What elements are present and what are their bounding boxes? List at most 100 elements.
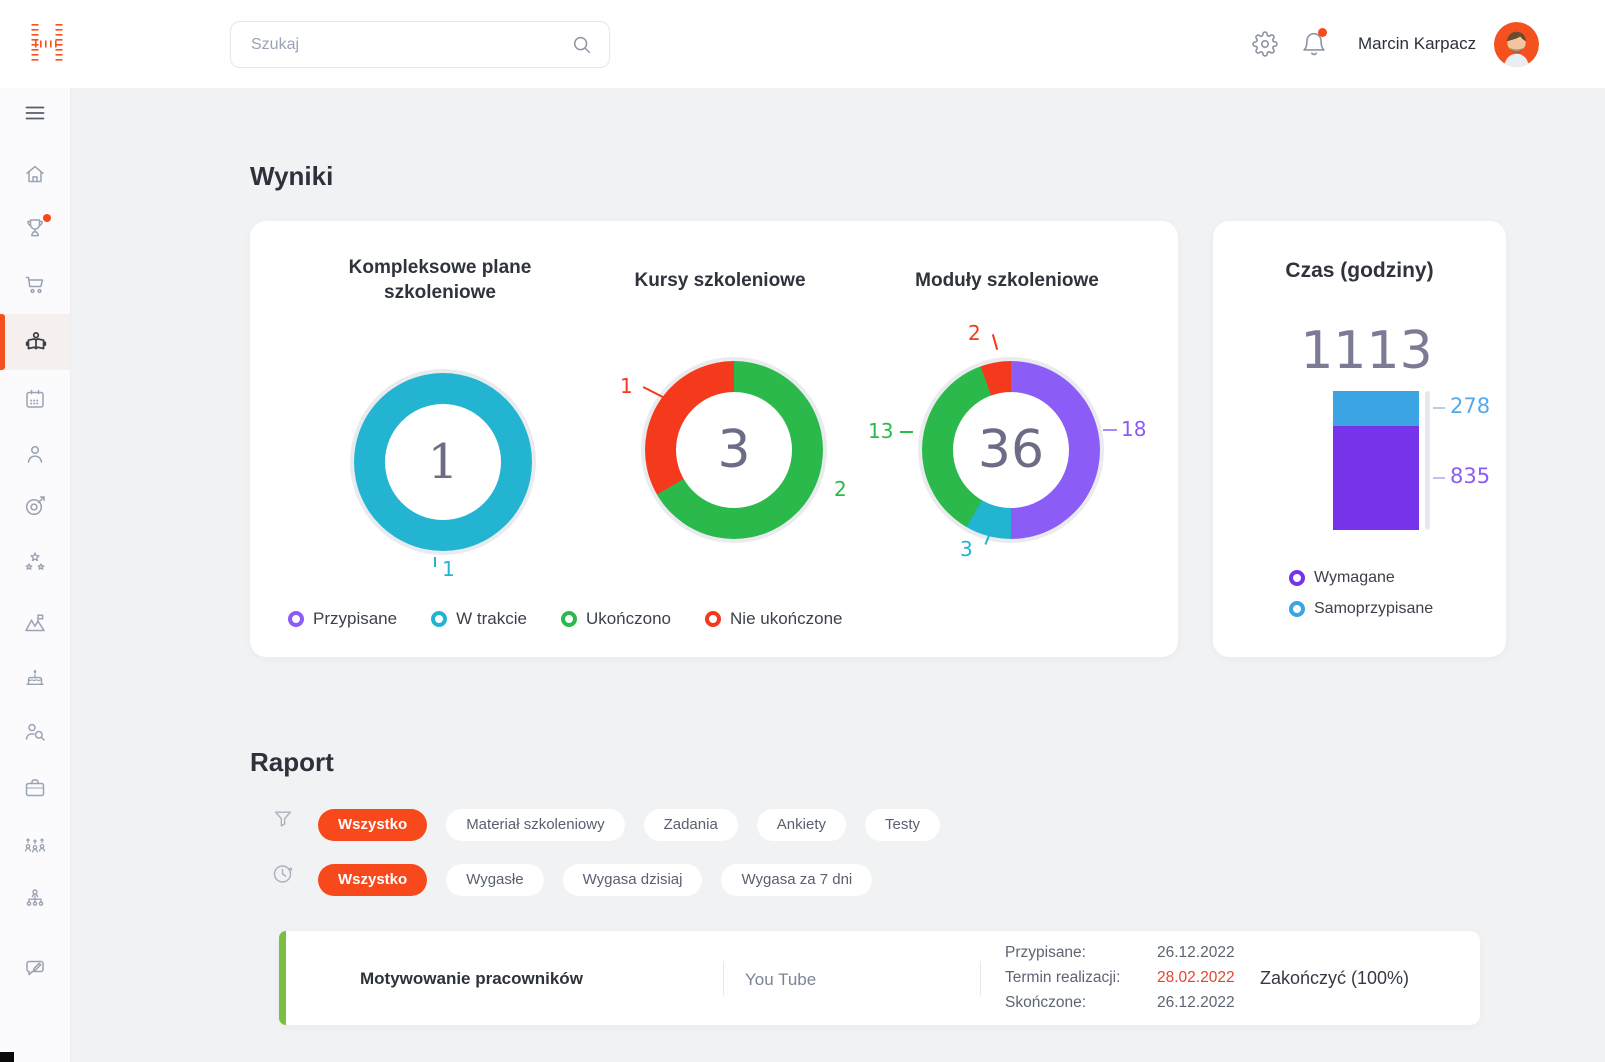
donut-courses-value: 3 [717,420,751,480]
chip-type-ankiety[interactable]: Ankiety [756,809,846,841]
chip-date-wygasa-7dni[interactable]: Wygasa za 7 dni [721,864,873,896]
app-logo-icon[interactable] [28,18,66,70]
sidebar-item-recruitment[interactable] [23,720,47,744]
deadline-value: 28.02.2022 [1157,969,1235,986]
callout-tick [434,557,436,567]
home-icon [26,165,44,183]
sidebar-item-feedback[interactable] [23,956,47,980]
sidebar-active-bar [0,314,5,370]
calendar-icon [26,389,44,408]
callout-tick [900,431,913,433]
sidebar-item-career[interactable] [23,611,47,635]
callout-tick [642,386,664,398]
callout-modules-wtrakcie: 3 [960,537,973,561]
search-box [230,21,610,68]
sidebar [0,88,71,1062]
chip-date-wygasa-dzisiaj[interactable]: Wygasa dzisiaj [562,864,703,896]
callout-modules-ukonczono: 13 [868,419,894,443]
sidebar-item-shop[interactable] [23,272,47,296]
corner-artifact [0,1052,14,1062]
report-row[interactable]: Motywowanie pracowników You Tube Przypis… [279,931,1480,1025]
briefcase-icon [25,779,45,797]
time-hours-card: Czas (godziny) 1113 278 835 Wymagane Sam… [1213,221,1506,657]
legend-ring-icon [1289,570,1305,586]
target-dart-icon [25,496,45,516]
sidebar-item-home[interactable] [23,162,47,186]
sidebar-item-achievements[interactable] [23,214,51,240]
assigned-label: Przypisane: [1005,944,1086,961]
filter-funnel-icon[interactable] [272,808,294,830]
chart-title-plans: Kompleksowe plane szkoleniowe [348,257,532,303]
filter-clock-icon[interactable] [271,862,295,886]
sidebar-item-goals[interactable] [23,494,47,518]
legend-label: Samoprzypisane [1314,600,1434,617]
legend-item-nieukonczone: Nie ukończone [705,609,842,629]
callout-modules-nieukonczone: 2 [968,321,981,345]
bar-segment-wymagane [1333,425,1419,530]
report-row-status-bar [279,931,286,1025]
group-growth-icon [24,838,46,853]
results-title: Wyniki [250,161,334,191]
notifications-bell-icon[interactable] [1301,28,1327,57]
callout-courses-ukonczono: 2 [834,477,847,501]
sidebar-active-highlight [0,314,70,370]
cake-icon [26,669,44,685]
settings-gear-icon[interactable] [1252,31,1278,57]
donut-chart-plans: 1 [354,373,532,551]
sidebar-item-jobs[interactable] [23,776,47,800]
callout-plans-intrakcie: 1 [442,557,455,581]
report-row-date-values: 26.12.2022 28.02.2022 26.12.2022 [1157,940,1235,1015]
bar-segment-samoprzypisane [1333,391,1419,426]
donut-chart-modules: 36 [922,361,1100,539]
sidebar-item-birthdays[interactable] [23,665,47,689]
legend-ring-icon [705,611,722,627]
legend-label: Przypisane [313,609,398,628]
chip-type-zadania[interactable]: Zadania [643,809,738,841]
chip-date-wszystko[interactable]: Wszystko [318,864,428,896]
cart-icon [25,276,44,294]
sidebar-item-calendar[interactable] [23,387,47,411]
chip-type-testy[interactable]: Testy [865,809,941,841]
donut-plans-value: 1 [427,434,459,490]
stars-icon [25,552,45,570]
donut-chart-courses: 3 [645,361,823,539]
report-row-title[interactable]: Motywowanie pracowników [360,969,583,988]
chart-title-courses: Kursy szkoleniowe [634,270,806,291]
book-reader-icon [25,332,47,350]
finished-value: 26.12.2022 [1157,994,1235,1011]
date-filter-row: Wszystko Wygasłe Wygasa dzisiaj Wygasa z… [318,864,873,896]
time-card-title: Czas (godziny) [1285,259,1434,282]
sidebar-item-rewards[interactable] [23,550,47,574]
sidebar-item-profile[interactable] [23,442,47,466]
chip-type-material[interactable]: Materiał szkoleniowy [446,809,625,841]
legend-ring-icon [560,611,577,627]
legend-item-ukonczono: Ukończono [560,609,672,629]
finished-label: Skończone: [1005,994,1086,1011]
user-avatar[interactable] [1494,22,1539,67]
user-name[interactable]: Marcin Karpacz [1358,34,1477,53]
achievements-badge-dot [43,214,51,222]
report-row-date-labels: Przypisane: Termin realizacji: Skończone… [1005,940,1120,1015]
sidebar-item-promotions[interactable] [23,831,47,855]
legend-ring-icon [288,611,304,627]
chip-type-wszystko[interactable]: Wszystko [318,809,428,841]
search-input[interactable] [231,35,571,54]
search-icon[interactable] [571,34,609,56]
time-stacked-bar [1333,391,1419,530]
org-chart-icon [26,889,44,906]
report-row-status: Zakończyć (100%) [1260,968,1410,988]
divider [723,961,724,995]
donut-modules-value: 36 [977,420,1045,480]
sidebar-item-learning[interactable] [23,330,47,354]
legend-label: Ukończono [585,609,672,628]
chip-date-wygasle[interactable]: Wygasłe [446,864,544,896]
sidebar-item-structure[interactable] [23,887,47,911]
legend-label: W trakcie [456,609,527,628]
axis-tick [1433,477,1445,479]
divider [980,961,981,995]
chart-title-modules: Moduły szkoleniowe [915,270,1099,291]
legend-ring-icon [1289,601,1305,617]
menu-hamburger-icon[interactable] [23,101,47,125]
report-title: Raport [250,747,334,777]
person-icon [27,445,43,463]
